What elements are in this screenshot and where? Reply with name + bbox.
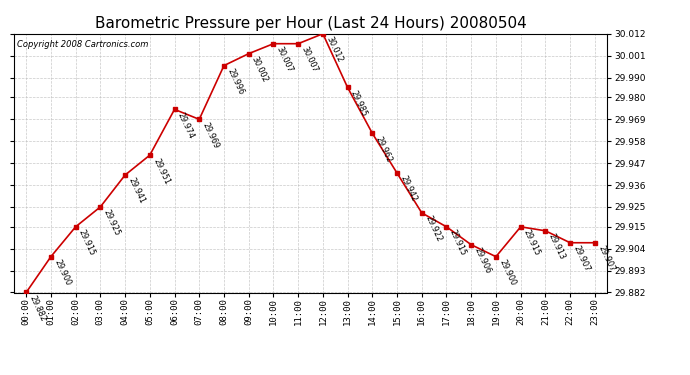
Text: 29.922: 29.922	[423, 214, 443, 244]
Text: 29.907: 29.907	[596, 244, 616, 273]
Text: 30.007: 30.007	[299, 45, 319, 74]
Text: 29.913: 29.913	[546, 232, 566, 261]
Text: 29.900: 29.900	[497, 258, 518, 287]
Text: 29.985: 29.985	[349, 89, 369, 118]
Text: 29.915: 29.915	[522, 228, 542, 257]
Text: 29.882: 29.882	[28, 294, 48, 323]
Text: 29.925: 29.925	[101, 208, 121, 238]
Text: 29.996: 29.996	[226, 67, 246, 96]
Text: 29.942: 29.942	[398, 174, 418, 204]
Text: 29.951: 29.951	[151, 156, 171, 186]
Text: 30.007: 30.007	[275, 45, 295, 74]
Text: 29.962: 29.962	[374, 135, 394, 164]
Text: 29.907: 29.907	[571, 244, 591, 273]
Title: Barometric Pressure per Hour (Last 24 Hours) 20080504: Barometric Pressure per Hour (Last 24 Ho…	[95, 16, 526, 31]
Text: 29.906: 29.906	[473, 246, 493, 275]
Text: 30.002: 30.002	[250, 55, 270, 84]
Text: 29.900: 29.900	[52, 258, 72, 287]
Text: Copyright 2008 Cartronics.com: Copyright 2008 Cartronics.com	[17, 40, 148, 49]
Text: 29.941: 29.941	[126, 177, 146, 206]
Text: 30.012: 30.012	[324, 35, 344, 64]
Text: 29.915: 29.915	[77, 228, 97, 257]
Text: 29.974: 29.974	[176, 111, 196, 140]
Text: 29.969: 29.969	[201, 121, 221, 150]
Text: 29.915: 29.915	[448, 228, 468, 257]
